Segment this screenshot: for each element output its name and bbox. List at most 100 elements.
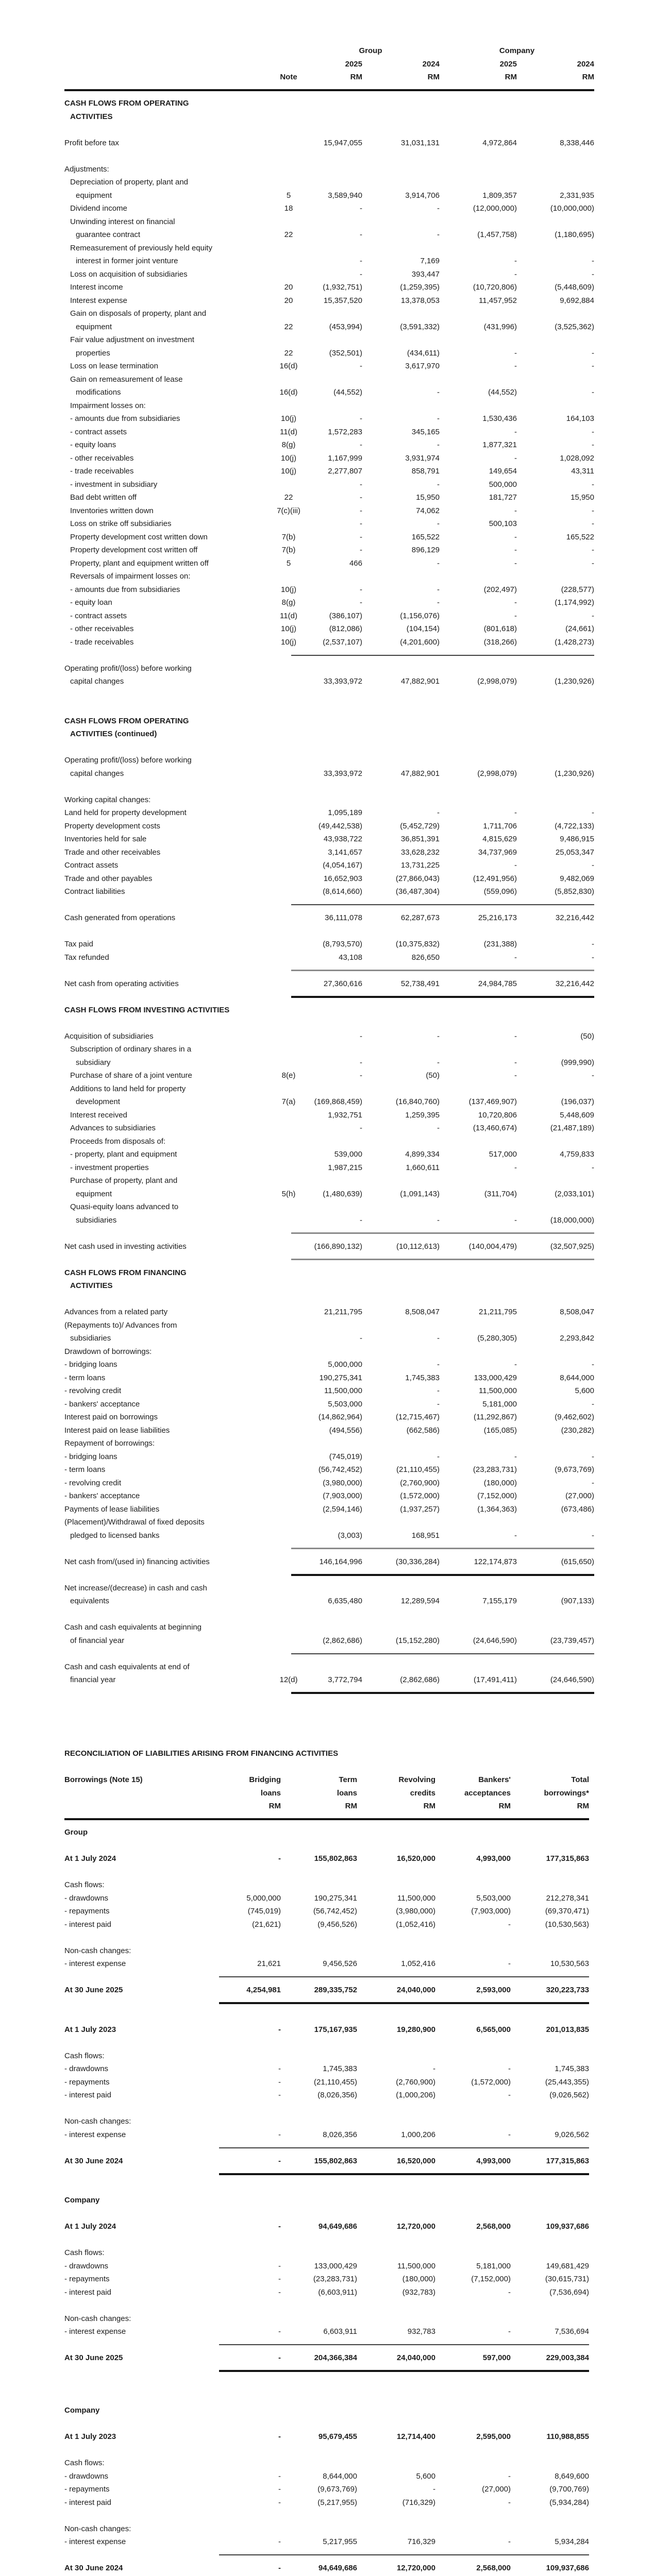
value-cell: 3,589,940 — [328, 191, 362, 200]
note-ref — [276, 675, 301, 688]
table-row: - drawdowns - 8,644,000 5,600 - 8,649,600 — [64, 2470, 654, 2483]
value-cell — [301, 1437, 362, 1450]
note-ref: 22 — [284, 230, 293, 239]
row-label: Acquisition of subsidiaries — [64, 1031, 154, 1041]
value-cell: - — [514, 1058, 517, 1067]
value-cell — [511, 2049, 589, 2063]
note-ref: 20 — [284, 283, 293, 292]
value-cell: 43,108 — [339, 953, 362, 962]
value-cell — [362, 1621, 440, 1634]
value-cell: - — [278, 2156, 281, 2165]
row-label: Inventories held for sale — [64, 835, 147, 843]
value-cell: 1,259,395 — [405, 1110, 440, 1120]
table-row: CASH FLOWS FROM OPERATING — [64, 97, 654, 110]
table-row: equipment 5(h) (1,480,639) (1,091,143) (311,… — [64, 1188, 654, 1201]
row-label: - bankers' acceptance — [64, 1492, 140, 1500]
currency-label: RM — [582, 73, 594, 81]
note-ref — [276, 1004, 301, 1017]
value-cell: - — [508, 2327, 511, 2336]
row-label: Interest expense — [70, 296, 127, 305]
value-cell — [362, 97, 440, 110]
group-column-header: Group — [359, 46, 382, 55]
value-cell — [517, 1174, 594, 1188]
value-cell — [362, 662, 440, 675]
table-row: Fair value adjustment on investment — [64, 333, 654, 347]
value-cell — [301, 163, 362, 176]
row-label: Reversals of impairment losses on: — [70, 572, 191, 581]
value-cell: credits — [410, 1788, 435, 1798]
value-cell: 4,993,000 — [476, 1854, 511, 1863]
table-row: subsidiary - - - (999,990) — [64, 1056, 654, 1070]
note-ref: 5 — [286, 558, 291, 568]
value-cell: (1,259,395) — [400, 283, 440, 292]
value-cell: 11,457,952 — [479, 296, 517, 305]
horizontal-rule — [219, 2370, 589, 2372]
table-row: of financial year (2,862,686) (15,152,280)… — [64, 1634, 654, 1648]
note-ref: 12(d) — [279, 1675, 298, 1684]
value-cell — [301, 1660, 362, 1674]
value-cell — [440, 399, 517, 413]
table-row: - drawdowns 5,000,000 190,275,341 11,500,00… — [64, 1892, 654, 1905]
value-cell: 1,711,706 — [483, 821, 517, 831]
horizontal-rule — [291, 1232, 594, 1234]
value-cell: - — [514, 953, 517, 962]
value-cell: (6,603,911) — [318, 2287, 357, 2297]
table-row: Operating profit/(loss) before working — [64, 662, 654, 675]
value-cell — [301, 373, 362, 386]
value-cell — [511, 2456, 589, 2470]
value-cell: - — [278, 2222, 281, 2231]
value-cell: 177,315,863 — [546, 2156, 589, 2165]
value-cell: 1,660,611 — [406, 1163, 440, 1172]
value-cell: 5,000,000 — [246, 1893, 281, 1903]
value-cell — [362, 242, 440, 255]
value-cell — [517, 1266, 594, 1280]
table-row: - interest paid - (8,026,356) (1,000,206) - (… — [64, 2089, 654, 2102]
value-cell: 15,357,520 — [323, 296, 362, 305]
table-row: Proceeds from disposals of: — [64, 1135, 654, 1148]
row-label: - drawdowns — [64, 2261, 109, 2270]
reconciliation-borrowings-table: RECONCILIATION OF LIABILITIES ARISING FR… — [64, 1700, 654, 2576]
row-label: Drawdown of borrowings: — [64, 1347, 152, 1356]
note-ref: 7(c)(iii) — [277, 506, 300, 515]
note-ref — [276, 1555, 301, 1569]
value-cell: - — [592, 1071, 594, 1080]
value-cell: (7,536,694) — [549, 2287, 589, 2297]
value-cell: 24,984,785 — [478, 979, 517, 988]
row-label: Tax refunded — [64, 953, 109, 962]
value-cell: 155,802,863 — [314, 1854, 357, 1863]
value-cell — [209, 2456, 281, 2470]
value-cell: - — [437, 1058, 440, 1067]
value-cell: (56,742,452) — [318, 1465, 362, 1474]
value-cell — [440, 1135, 517, 1148]
value-cell: - — [437, 414, 440, 423]
table-row: Quasi-equity loans advanced to — [64, 1200, 654, 1214]
row-label: Non-cash changes: — [64, 2314, 131, 2323]
currency-label: RM — [350, 73, 362, 81]
value-cell: 1,745,383 — [405, 1373, 440, 1382]
table-row: Cash and cash equivalents at beginning — [64, 1621, 654, 1634]
value-cell: RM — [498, 1802, 511, 1810]
value-cell — [517, 1345, 594, 1359]
value-cell: (24,646,590) — [473, 1636, 517, 1645]
table-row: - term loans (56,742,452) (21,110,455) (23,… — [64, 1463, 654, 1477]
value-cell: 12,720,000 — [396, 2222, 435, 2231]
value-cell: Total — [571, 1775, 589, 1784]
value-cell: (4,201,600) — [400, 637, 440, 647]
value-cell — [517, 662, 594, 675]
value-cell: 1,809,357 — [482, 191, 517, 200]
value-cell: 8,644,000 — [323, 2471, 357, 2481]
value-cell: - — [508, 1920, 511, 1929]
value-cell: 34,737,969 — [478, 848, 517, 857]
value-cell — [301, 242, 362, 255]
value-cell — [517, 1135, 594, 1148]
horizontal-rule — [219, 1976, 589, 1978]
value-cell: (453,994) — [329, 322, 362, 331]
value-cell: - — [592, 362, 594, 370]
value-cell: (7,152,000) — [477, 1492, 517, 1500]
value-cell — [440, 570, 517, 583]
row-label: Cash flows: — [64, 1880, 105, 1889]
table-row: - bridging loans 5,000,000 - - - — [64, 1358, 654, 1371]
value-cell: - — [592, 269, 594, 279]
value-cell — [517, 242, 594, 255]
table-row: Group — [64, 1826, 654, 1839]
